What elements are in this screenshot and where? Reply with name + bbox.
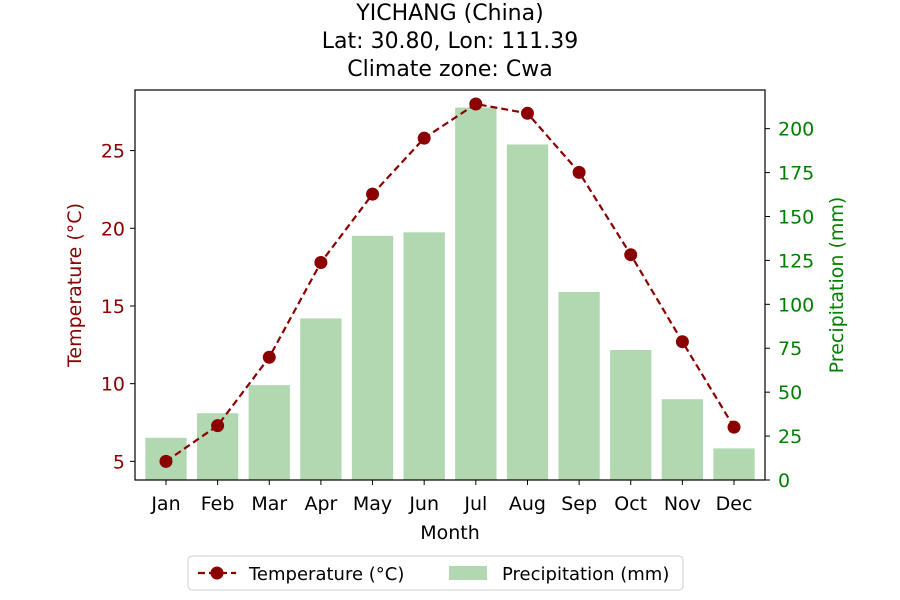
- y-left-axis-label: Temperature (°C): [64, 203, 86, 368]
- legend-precip-label: Precipitation (mm): [502, 564, 669, 585]
- legend-temperature-label: Temperature (°C): [248, 564, 404, 585]
- temp-point-dec: [727, 420, 741, 434]
- temp-point-may: [366, 187, 380, 201]
- x-tick-label-oct: Oct: [614, 493, 647, 515]
- precip-bar-dec: [713, 448, 755, 480]
- temp-point-sep: [572, 165, 586, 179]
- temperature-line: [165, 102, 735, 463]
- x-tick-label-dec: Dec: [716, 493, 753, 515]
- x-tick-label-mar: Mar: [251, 493, 287, 515]
- y-right-tick-label: 50: [778, 382, 802, 404]
- x-tick-label-jan: Jan: [150, 493, 180, 515]
- y-right-axis-label: Precipitation (mm): [826, 197, 848, 374]
- precip-bar-jul: [455, 107, 497, 480]
- temp-point-feb: [211, 419, 225, 433]
- x-tick-label-jun: Jun: [408, 493, 439, 515]
- y-right-tick-label: 0: [778, 470, 790, 492]
- chart-title-line-1: YICHANG (China): [356, 1, 544, 26]
- y-right-tick-label: 75: [778, 338, 802, 360]
- y-right-tick-label: 125: [778, 250, 814, 272]
- temp-point-apr: [314, 255, 328, 269]
- precip-bar-nov: [661, 399, 704, 480]
- precip-bar-apr: [300, 318, 342, 480]
- x-tick-label-sep: Sep: [561, 493, 597, 515]
- y-left-tick-label: 10: [101, 374, 125, 396]
- x-tick-label-nov: Nov: [664, 493, 701, 515]
- legend-precip-swatch: [449, 566, 487, 580]
- y-left-tick-label: 20: [101, 218, 125, 240]
- y-right-tick-label: 25: [778, 426, 802, 448]
- plot-frame: [134, 89, 766, 481]
- precip-bar-oct: [610, 350, 652, 480]
- x-axis-label: Month: [420, 522, 480, 544]
- precip-bar-jun: [403, 232, 445, 480]
- precip-bar-mar: [248, 385, 290, 480]
- temp-point-jan: [159, 454, 173, 468]
- x-tick-label-apr: Apr: [304, 493, 337, 515]
- precip-bar-may: [351, 235, 394, 480]
- temp-point-nov: [675, 335, 689, 349]
- x-tick-label-feb: Feb: [201, 493, 235, 515]
- y-left-tick-label: 15: [101, 296, 125, 318]
- temp-point-mar: [262, 350, 276, 364]
- precip-bar-sep: [558, 292, 600, 480]
- y-right-tick-label: 200: [778, 119, 814, 141]
- legend-temperature-marker: [210, 566, 224, 580]
- x-tick-label-aug: Aug: [509, 493, 546, 515]
- chart-title-line-3: Climate zone: Cwa: [347, 57, 553, 82]
- temp-point-jun: [417, 131, 431, 145]
- legend-box: [187, 555, 684, 591]
- temp-point-jul: [469, 97, 483, 111]
- temp-point-aug: [520, 106, 534, 120]
- chart-title-line-2: Lat: 30.80, Lon: 111.39: [321, 29, 579, 54]
- temp-point-oct: [624, 248, 638, 262]
- x-tick-label-jul: Jul: [463, 493, 487, 515]
- y-right-tick-label: 150: [778, 206, 814, 228]
- precip-bar-aug: [506, 144, 549, 480]
- x-tick-label-may: May: [353, 493, 392, 515]
- y-right-tick-label: 100: [778, 294, 814, 316]
- y-left-tick-label: 25: [101, 141, 125, 163]
- y-left-tick-label: 5: [113, 451, 125, 473]
- y-right-tick-label: 175: [778, 163, 814, 185]
